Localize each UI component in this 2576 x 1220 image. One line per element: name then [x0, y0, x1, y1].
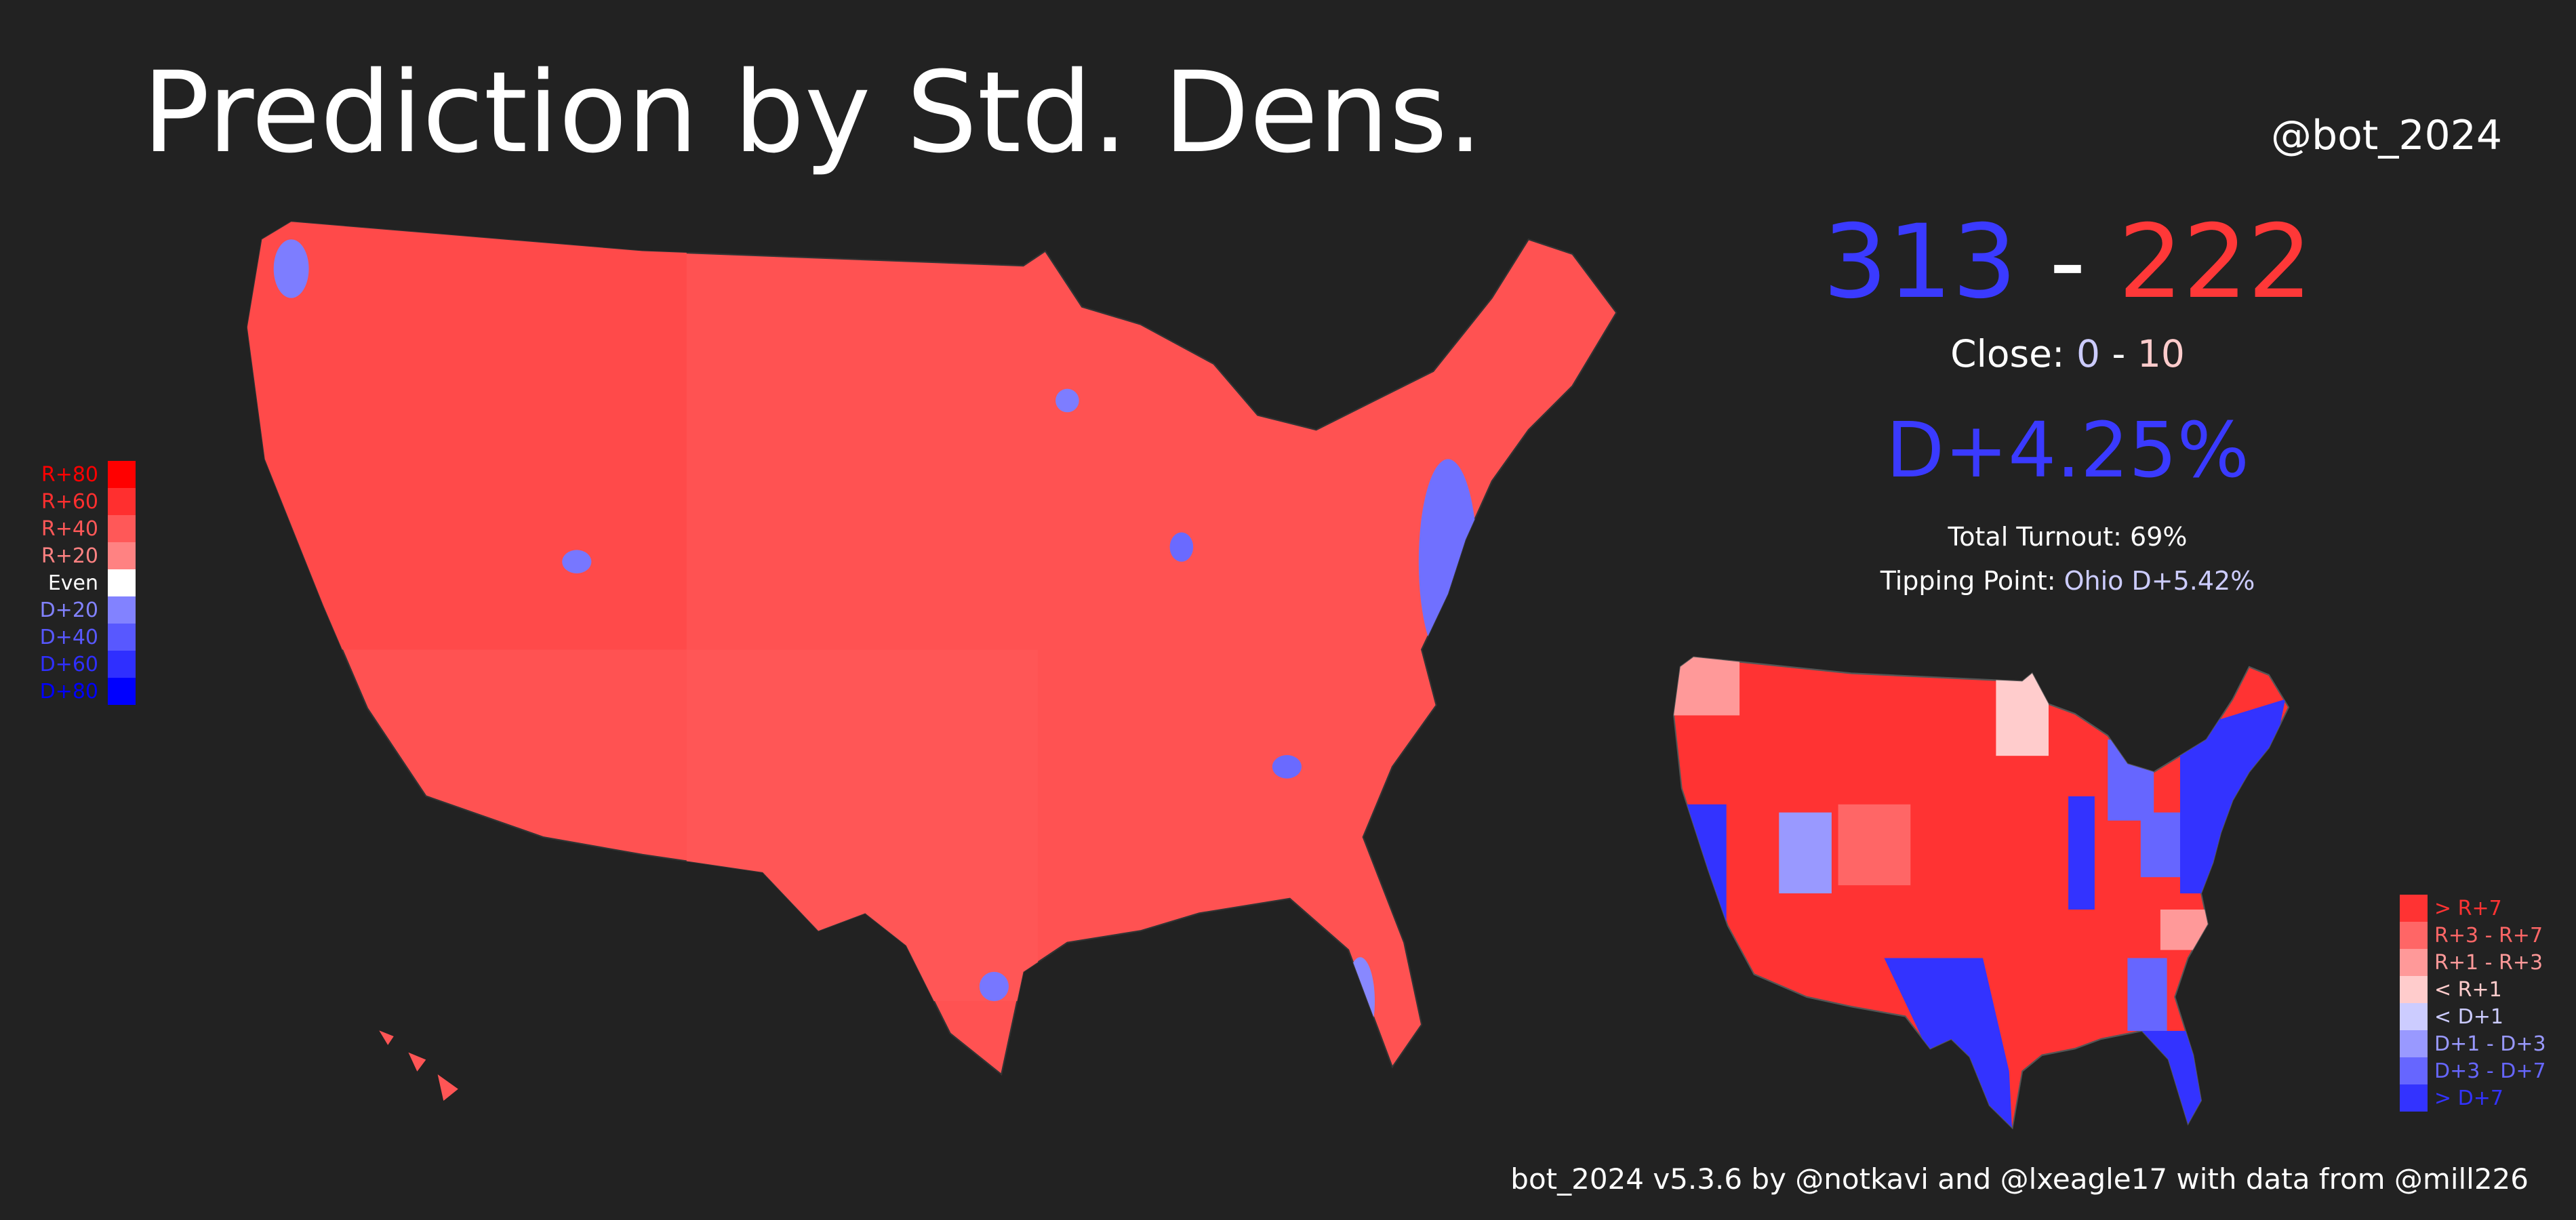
county-legend-item: R+40: [0, 515, 136, 542]
west-region: [247, 222, 687, 650]
state-washington: [1674, 657, 1740, 716]
state-utah: [1779, 812, 1832, 894]
legend-label: > R+7: [2434, 896, 2502, 920]
county-legend-item: R+60: [0, 488, 136, 515]
electoral-vote-score: 313 - 222: [1763, 203, 2373, 321]
state-legend-item: D+1 - D+3: [2400, 1030, 2546, 1057]
legend-label: D+1 - D+3: [2434, 1032, 2546, 1056]
legend-label: < D+1: [2434, 1004, 2503, 1029]
legend-swatch: [108, 461, 136, 488]
legend-swatch: [2400, 1030, 2428, 1057]
legend-label: > D+7: [2434, 1086, 2503, 1110]
state-georgia: [2127, 958, 2167, 1031]
state-legend-item: > R+7: [2400, 895, 2546, 922]
close-states: Close: 0 - 10: [1763, 332, 2373, 375]
legend-swatch: [108, 569, 136, 596]
legend-label: D+3 - D+7: [2434, 1059, 2546, 1083]
county-legend-item: D+20: [0, 596, 136, 624]
footer-credits: bot_2024 v5.3.6 by @notkavi and @lxeagle…: [1510, 1162, 2529, 1196]
total-turnout: Total Turnout: 69%: [1948, 522, 2188, 552]
northeast-corridor: [1418, 459, 1478, 664]
legend-swatch: [2400, 922, 2428, 949]
legend-label: D+60: [39, 652, 98, 676]
denver-area: [562, 550, 592, 573]
state-legend-item: < R+1: [2400, 976, 2546, 1003]
dem-electoral-votes: 313: [1822, 203, 2017, 321]
bay-area: [248, 620, 290, 708]
state-ohio: [2140, 812, 2180, 878]
legend-label: Even: [47, 571, 98, 595]
legend-swatch: [108, 624, 136, 651]
state-legend-item: R+3 - R+7: [2400, 922, 2546, 949]
state-legend-item: D+3 - D+7: [2400, 1057, 2546, 1084]
legend-label: R+1 - R+3: [2434, 950, 2543, 975]
page-title: Prediction by Std. Dens.: [142, 47, 1483, 178]
state-legend-item: < D+1: [2400, 1003, 2546, 1030]
state-illinois: [2068, 796, 2095, 910]
county-legend-item: Even: [0, 569, 136, 596]
tipping-value: Ohio D+5.42%: [2064, 566, 2255, 596]
plains-region: [686, 649, 1039, 1002]
state-map: [1672, 656, 2290, 1129]
state-north-carolina: [2160, 909, 2220, 950]
state-colorado: [1838, 804, 1911, 886]
popular-vote-margin: D+4.25%: [1886, 407, 2249, 495]
county-legend-item: R+20: [0, 542, 136, 569]
chicago-area: [1169, 532, 1194, 562]
legend-label: R+60: [41, 489, 98, 514]
state-florida: [2140, 1030, 2207, 1128]
close-separator: -: [2100, 332, 2137, 375]
legend-swatch: [108, 515, 136, 542]
legend-swatch: [108, 542, 136, 569]
state-northeast: [2180, 699, 2286, 894]
legend-label: R+80: [41, 462, 98, 487]
legend-label: < R+1: [2434, 977, 2502, 1002]
los-angeles-area: [326, 787, 374, 834]
close-rep: 10: [2137, 332, 2185, 375]
legend-swatch: [2400, 1084, 2428, 1112]
legend-label: D+20: [39, 598, 98, 622]
legend-swatch: [2400, 976, 2428, 1003]
rep-electoral-votes: 222: [2118, 203, 2313, 321]
legend-swatch: [108, 651, 136, 678]
legend-swatch: [2400, 895, 2428, 922]
county-legend-item: R+80: [0, 461, 136, 488]
arizona-area: [445, 837, 489, 872]
legend-swatch: [2400, 1003, 2428, 1030]
atlanta-area: [1272, 755, 1302, 779]
state-legend-item: > D+7: [2400, 1084, 2546, 1112]
county-legend-item: D+40: [0, 624, 136, 651]
legend-label: R+40: [41, 516, 98, 541]
legend-label: D+40: [39, 625, 98, 649]
legend-label: D+80: [39, 679, 98, 704]
hawaii: [379, 1030, 458, 1101]
state-california: [1674, 804, 1727, 1047]
close-label: Close:: [1950, 332, 2077, 375]
seattle-area: [273, 239, 309, 298]
legend-swatch: [108, 678, 136, 705]
legend-swatch: [108, 596, 136, 624]
state-michigan: [2108, 739, 2154, 821]
minneapolis-area: [1055, 388, 1079, 413]
county-legend-item: D+60: [0, 651, 136, 678]
score-separator: -: [2017, 203, 2118, 321]
houston-area: [979, 971, 1009, 1002]
legend-swatch: [108, 488, 136, 515]
close-dem: 0: [2076, 332, 2101, 375]
county-legend-item: D+80: [0, 678, 136, 705]
tipping-point: Tipping Point: Ohio D+5.42%: [1763, 566, 2373, 596]
county-legend: R+80 R+60 R+40 R+20 Even D+20 D+40 D+60 D+80: [0, 461, 136, 705]
legend-swatch: [2400, 949, 2428, 976]
legend-label: R+20: [41, 544, 98, 568]
county-map: [246, 221, 1617, 1101]
legend-swatch: [2400, 1057, 2428, 1084]
author-handle: @bot_2024: [2271, 112, 2503, 159]
tipping-label: Tipping Point:: [1880, 566, 2064, 596]
florida-area: [1345, 957, 1375, 1045]
state-legend: > R+7 R+3 - R+7 R+1 - R+3 < R+1 < D+1 D+1 - D…: [2400, 895, 2546, 1112]
legend-label: R+3 - R+7: [2434, 923, 2543, 948]
state-legend-item: R+1 - R+3: [2400, 949, 2546, 976]
